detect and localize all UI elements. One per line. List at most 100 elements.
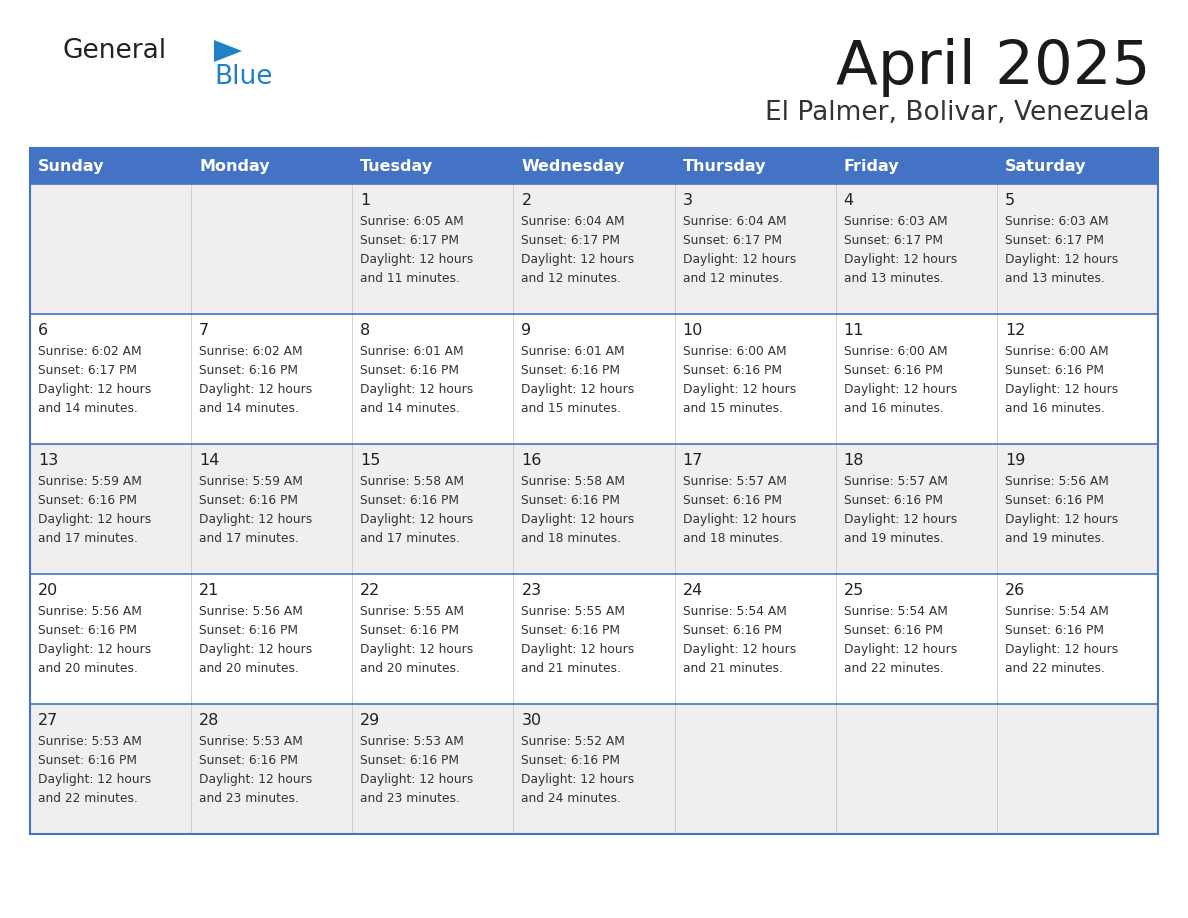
Text: Sunrise: 6:00 AM: Sunrise: 6:00 AM bbox=[1005, 345, 1108, 358]
Text: Sunset: 6:17 PM: Sunset: 6:17 PM bbox=[683, 234, 782, 247]
Text: Sunrise: 5:58 AM: Sunrise: 5:58 AM bbox=[360, 475, 465, 488]
Text: Sunrise: 5:55 AM: Sunrise: 5:55 AM bbox=[360, 605, 465, 618]
Text: 27: 27 bbox=[38, 713, 58, 728]
Text: Daylight: 12 hours: Daylight: 12 hours bbox=[843, 383, 958, 396]
Text: and 22 minutes.: and 22 minutes. bbox=[1005, 662, 1105, 675]
Text: 2: 2 bbox=[522, 193, 531, 208]
Text: 15: 15 bbox=[360, 453, 380, 468]
Text: Thursday: Thursday bbox=[683, 159, 766, 174]
Text: Sunrise: 5:58 AM: Sunrise: 5:58 AM bbox=[522, 475, 625, 488]
Text: and 21 minutes.: and 21 minutes. bbox=[522, 662, 621, 675]
Text: 1: 1 bbox=[360, 193, 371, 208]
Text: and 14 minutes.: and 14 minutes. bbox=[200, 402, 299, 415]
Text: Sunrise: 5:55 AM: Sunrise: 5:55 AM bbox=[522, 605, 625, 618]
Text: and 23 minutes.: and 23 minutes. bbox=[200, 792, 299, 805]
Text: 9: 9 bbox=[522, 323, 531, 338]
Text: April 2025: April 2025 bbox=[835, 38, 1150, 97]
Text: Sunrise: 5:52 AM: Sunrise: 5:52 AM bbox=[522, 735, 625, 748]
Text: Monday: Monday bbox=[200, 159, 270, 174]
Text: General: General bbox=[62, 38, 166, 64]
Text: and 20 minutes.: and 20 minutes. bbox=[200, 662, 299, 675]
Text: Sunset: 6:16 PM: Sunset: 6:16 PM bbox=[38, 494, 137, 507]
Text: Sunrise: 5:57 AM: Sunrise: 5:57 AM bbox=[683, 475, 786, 488]
Text: 17: 17 bbox=[683, 453, 703, 468]
Text: 25: 25 bbox=[843, 583, 864, 598]
Text: and 22 minutes.: and 22 minutes. bbox=[38, 792, 138, 805]
Text: Sunrise: 5:54 AM: Sunrise: 5:54 AM bbox=[1005, 605, 1108, 618]
Text: and 17 minutes.: and 17 minutes. bbox=[38, 532, 138, 545]
Text: Tuesday: Tuesday bbox=[360, 159, 434, 174]
Text: Sunset: 6:16 PM: Sunset: 6:16 PM bbox=[38, 754, 137, 767]
Text: Sunrise: 6:04 AM: Sunrise: 6:04 AM bbox=[683, 215, 786, 228]
Text: Sunrise: 5:59 AM: Sunrise: 5:59 AM bbox=[38, 475, 141, 488]
Text: Sunrise: 6:02 AM: Sunrise: 6:02 AM bbox=[200, 345, 303, 358]
Bar bbox=[30, 314, 1158, 444]
Text: 12: 12 bbox=[1005, 323, 1025, 338]
Text: 10: 10 bbox=[683, 323, 703, 338]
Text: Sunset: 6:16 PM: Sunset: 6:16 PM bbox=[522, 754, 620, 767]
Text: Sunset: 6:17 PM: Sunset: 6:17 PM bbox=[38, 364, 137, 377]
Text: 6: 6 bbox=[38, 323, 49, 338]
Text: 23: 23 bbox=[522, 583, 542, 598]
Text: Blue: Blue bbox=[214, 64, 272, 90]
Text: Sunset: 6:16 PM: Sunset: 6:16 PM bbox=[200, 494, 298, 507]
Text: Daylight: 12 hours: Daylight: 12 hours bbox=[360, 513, 474, 526]
Text: and 17 minutes.: and 17 minutes. bbox=[200, 532, 299, 545]
Text: Daylight: 12 hours: Daylight: 12 hours bbox=[1005, 513, 1118, 526]
Bar bbox=[30, 148, 1158, 184]
Text: 26: 26 bbox=[1005, 583, 1025, 598]
Text: Sunset: 6:16 PM: Sunset: 6:16 PM bbox=[1005, 624, 1104, 637]
Text: and 13 minutes.: and 13 minutes. bbox=[1005, 272, 1105, 285]
Text: 4: 4 bbox=[843, 193, 854, 208]
Text: Sunset: 6:16 PM: Sunset: 6:16 PM bbox=[683, 364, 782, 377]
Text: Sunset: 6:17 PM: Sunset: 6:17 PM bbox=[1005, 234, 1104, 247]
Text: Sunrise: 6:00 AM: Sunrise: 6:00 AM bbox=[843, 345, 947, 358]
Text: Daylight: 12 hours: Daylight: 12 hours bbox=[843, 253, 958, 266]
Text: Daylight: 12 hours: Daylight: 12 hours bbox=[1005, 643, 1118, 656]
Text: and 21 minutes.: and 21 minutes. bbox=[683, 662, 783, 675]
Text: Sunset: 6:16 PM: Sunset: 6:16 PM bbox=[38, 624, 137, 637]
Text: and 23 minutes.: and 23 minutes. bbox=[360, 792, 460, 805]
Text: Sunset: 6:16 PM: Sunset: 6:16 PM bbox=[1005, 364, 1104, 377]
Text: and 17 minutes.: and 17 minutes. bbox=[360, 532, 460, 545]
Text: Sunrise: 5:56 AM: Sunrise: 5:56 AM bbox=[1005, 475, 1108, 488]
Text: Daylight: 12 hours: Daylight: 12 hours bbox=[360, 643, 474, 656]
Text: Daylight: 12 hours: Daylight: 12 hours bbox=[843, 643, 958, 656]
Text: and 12 minutes.: and 12 minutes. bbox=[522, 272, 621, 285]
Text: and 22 minutes.: and 22 minutes. bbox=[843, 662, 943, 675]
Text: and 15 minutes.: and 15 minutes. bbox=[522, 402, 621, 415]
Bar bbox=[30, 148, 1158, 834]
Text: Sunset: 6:16 PM: Sunset: 6:16 PM bbox=[522, 364, 620, 377]
Text: Daylight: 12 hours: Daylight: 12 hours bbox=[683, 253, 796, 266]
Text: 18: 18 bbox=[843, 453, 864, 468]
Bar bbox=[30, 184, 1158, 314]
Text: Daylight: 12 hours: Daylight: 12 hours bbox=[683, 513, 796, 526]
Text: Sunrise: 6:03 AM: Sunrise: 6:03 AM bbox=[843, 215, 947, 228]
Text: Sunrise: 6:01 AM: Sunrise: 6:01 AM bbox=[522, 345, 625, 358]
Text: Daylight: 12 hours: Daylight: 12 hours bbox=[683, 383, 796, 396]
Text: Sunset: 6:16 PM: Sunset: 6:16 PM bbox=[683, 494, 782, 507]
Bar bbox=[30, 444, 1158, 574]
Text: Sunrise: 5:53 AM: Sunrise: 5:53 AM bbox=[200, 735, 303, 748]
Text: 30: 30 bbox=[522, 713, 542, 728]
Text: Sunset: 6:16 PM: Sunset: 6:16 PM bbox=[522, 494, 620, 507]
Text: Sunset: 6:16 PM: Sunset: 6:16 PM bbox=[843, 624, 943, 637]
Text: and 16 minutes.: and 16 minutes. bbox=[843, 402, 943, 415]
Text: Sunset: 6:16 PM: Sunset: 6:16 PM bbox=[843, 494, 943, 507]
Text: 5: 5 bbox=[1005, 193, 1015, 208]
Text: and 14 minutes.: and 14 minutes. bbox=[360, 402, 460, 415]
Text: Sunrise: 5:59 AM: Sunrise: 5:59 AM bbox=[200, 475, 303, 488]
Text: Sunrise: 6:04 AM: Sunrise: 6:04 AM bbox=[522, 215, 625, 228]
Text: and 13 minutes.: and 13 minutes. bbox=[843, 272, 943, 285]
Text: Daylight: 12 hours: Daylight: 12 hours bbox=[38, 513, 151, 526]
Text: Sunrise: 5:56 AM: Sunrise: 5:56 AM bbox=[200, 605, 303, 618]
Text: Sunset: 6:17 PM: Sunset: 6:17 PM bbox=[522, 234, 620, 247]
Text: and 20 minutes.: and 20 minutes. bbox=[38, 662, 138, 675]
Text: 24: 24 bbox=[683, 583, 703, 598]
Text: 11: 11 bbox=[843, 323, 864, 338]
Text: Daylight: 12 hours: Daylight: 12 hours bbox=[200, 643, 312, 656]
Text: and 18 minutes.: and 18 minutes. bbox=[522, 532, 621, 545]
Text: Daylight: 12 hours: Daylight: 12 hours bbox=[522, 643, 634, 656]
Text: Sunrise: 6:00 AM: Sunrise: 6:00 AM bbox=[683, 345, 786, 358]
Text: Daylight: 12 hours: Daylight: 12 hours bbox=[360, 253, 474, 266]
